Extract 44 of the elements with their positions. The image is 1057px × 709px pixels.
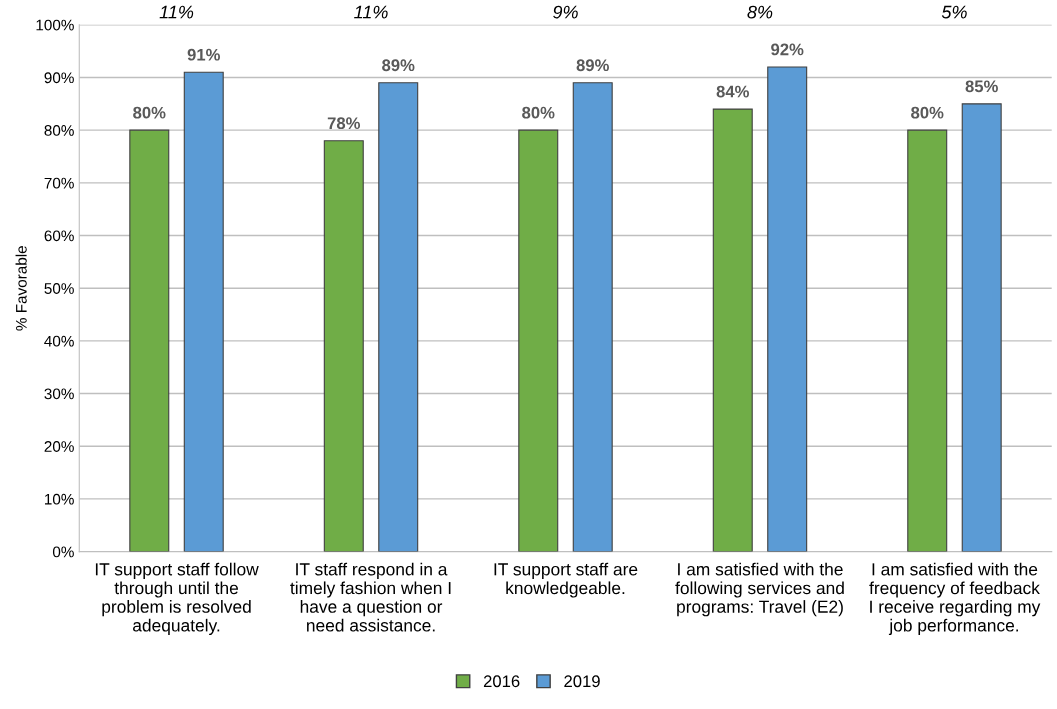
y-tick-label: 90%	[44, 72, 74, 84]
bar	[961, 103, 1002, 552]
y-tick-label: 60%	[44, 230, 74, 242]
text: 8%	[747, 5, 773, 19]
x-tick-label: I am satisfied with the frequency of feedback I receive regarding my job performance.	[869, 562, 1041, 635]
bar	[518, 129, 559, 552]
bar	[767, 66, 808, 552]
data-label: 78%	[327, 117, 361, 130]
y-tick-label: 80%	[44, 125, 74, 136]
data-label: 85%	[965, 80, 998, 93]
bar	[378, 82, 419, 552]
y-tick-label: 20%	[44, 441, 74, 452]
x-tick-label: IT staff respond in a timely fashion when I have a question or need assistance.	[290, 562, 451, 632]
bar	[572, 82, 613, 552]
text: 11%	[159, 5, 194, 19]
y-tick-label: 30%	[44, 388, 74, 400]
x-tick-label: I am satisfied with the following services and programs: Travel (E2)	[675, 562, 844, 617]
data-label: 80%	[133, 106, 166, 119]
y-tick-label: 10%	[45, 493, 74, 505]
data-label: 89%	[382, 59, 415, 72]
data-label: 80%	[911, 106, 944, 119]
text: 9%	[553, 5, 578, 19]
text: 11%	[354, 5, 388, 19]
x-tick-label: IT support staff follow through until the problem is resolved adequately.	[95, 562, 259, 635]
y-tick-label: 70%	[44, 177, 74, 189]
legend-label: 2019	[564, 675, 600, 688]
data-label: 89%	[576, 59, 609, 72]
y-axis-title: % Favorable	[15, 246, 27, 331]
bar	[323, 140, 364, 552]
bar	[712, 108, 753, 552]
bar	[129, 129, 170, 552]
x-tick-label: IT support staff are knowledgeable.	[494, 562, 638, 598]
y-tick-label: 100%	[36, 19, 74, 31]
bar	[907, 129, 948, 552]
data-label: 84%	[716, 85, 749, 98]
text: 5%	[941, 5, 967, 19]
legend-label: 2016	[483, 675, 520, 688]
data-label: 80%	[522, 106, 555, 119]
y-tick-label: 0%	[52, 546, 74, 558]
data-label: 91%	[187, 48, 220, 61]
y-tick-label: 40%	[44, 335, 74, 347]
bar	[183, 71, 224, 552]
y-tick-label: 50%	[44, 283, 74, 294]
data-label: 92%	[771, 43, 804, 56]
